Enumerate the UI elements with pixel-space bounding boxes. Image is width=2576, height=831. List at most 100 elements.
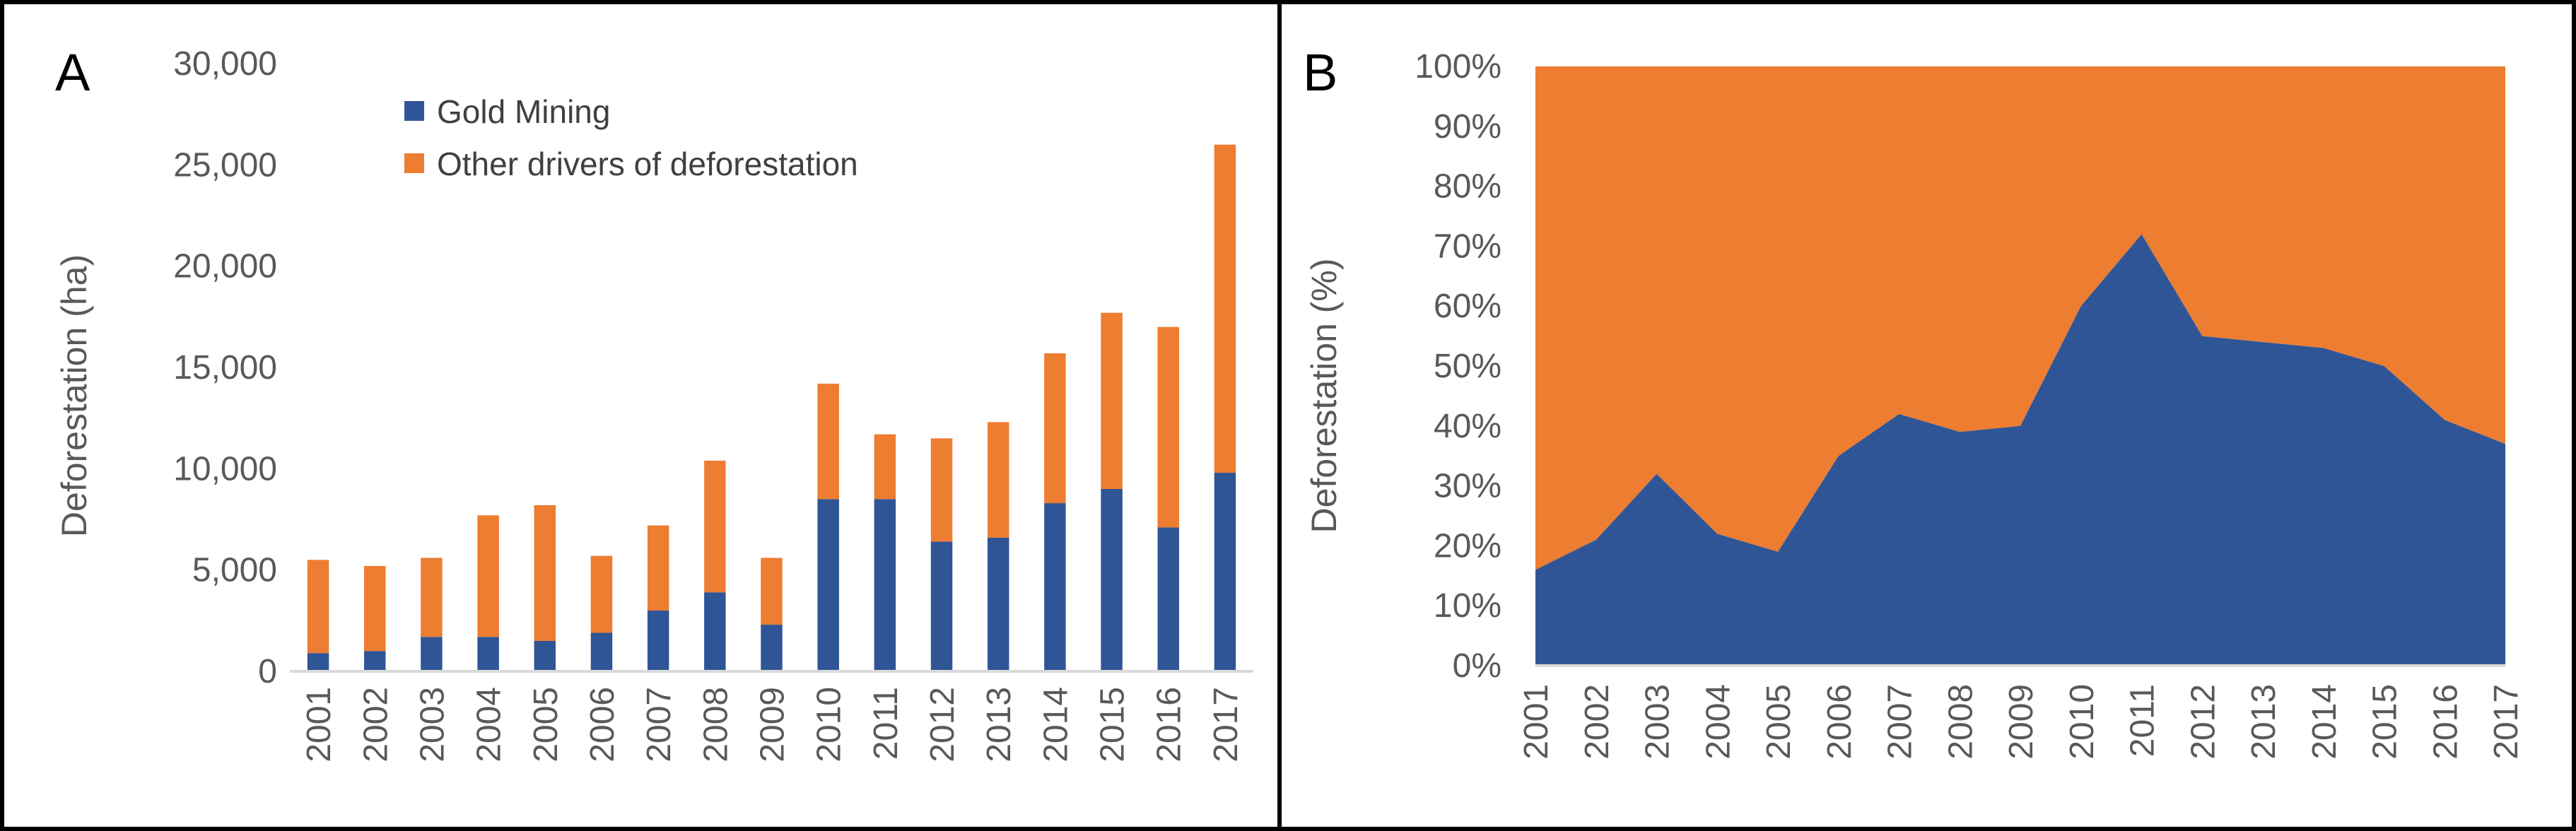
bar-other-drivers-2015 [1101,312,1123,489]
panel-a-x-tick-label: 2011 [867,687,905,760]
bar-other-drivers-2017 [1214,144,1236,473]
panel-a-y-axis-title: Deforestation (ha) [54,254,94,537]
legend-swatch-gold-mining [404,101,424,121]
bar-gold-mining-2005 [534,641,556,671]
bar-gold-mining-2003 [421,637,443,671]
panel-b-x-tick-label: 2008 [1942,684,1979,760]
panel-a-letter: A [55,43,90,102]
bar-gold-mining-2009 [761,625,783,671]
bar-gold-mining-2002 [364,651,386,671]
panel-a-y-tick-label: 25,000 [173,146,277,184]
bar-gold-mining-2010 [817,499,839,671]
legend-label-other-drivers: Other drivers of deforestation [437,146,858,182]
bar-gold-mining-2016 [1157,527,1179,671]
panel-a-x-tick-label: 2006 [584,687,621,762]
bar-other-drivers-2003 [421,558,443,637]
panel-b-y-tick-label: 70% [1434,228,1501,265]
bar-gold-mining-2014 [1044,503,1066,671]
panel-b-x-ticks: 2001 2002 2003 2004 2005 2006 2007 2008 2009 2010… [1518,684,2525,760]
panel-a: A Deforestation (ha) 0 5,000 10,000 15,000 2… [54,43,1253,762]
panel-a-bars [307,144,1236,671]
panel-b-x-tick-label: 2007 [1882,684,1919,760]
panel-b-y-tick-label: 90% [1434,108,1501,146]
panel-b-x-tick-label: 2013 [2245,684,2283,760]
panel-b-y-tick-label: 10% [1434,587,1501,625]
bar-other-drivers-2002 [364,565,386,652]
area-other-drivers [1535,66,2505,570]
panel-a-y-tick-label: 30,000 [173,45,277,83]
bar-gold-mining-2011 [874,499,896,671]
bar-gold-mining-2015 [1101,489,1123,671]
bar-gold-mining-2006 [590,632,613,671]
panel-a-x-tick-label: 2016 [1151,687,1188,762]
panel-a-y-tick-label: 15,000 [173,349,277,387]
panel-b-y-tick-label: 50% [1434,348,1501,385]
legend-label-gold-mining: Gold Mining [437,93,610,130]
bar-other-drivers-2008 [704,460,726,593]
panel-b-x-tick-label: 2006 [1821,684,1858,760]
bar-other-drivers-2010 [817,383,839,500]
panel-b-y-axis-title: Deforestation (%) [1304,258,1344,533]
panel-a-y-tick-label: 20,000 [173,248,277,285]
panel-b-x-tick-label: 2014 [2306,684,2343,760]
bar-other-drivers-2004 [477,515,499,637]
panel-b-x-tick-label: 2011 [2124,684,2162,757]
bar-other-drivers-2012 [930,438,953,542]
panel-b-x-tick-label: 2017 [2488,684,2525,760]
bar-other-drivers-2014 [1044,353,1066,504]
bar-gold-mining-2004 [477,637,499,671]
bar-other-drivers-2011 [874,434,896,500]
bar-gold-mining-2017 [1214,473,1236,671]
panel-a-x-tick-label: 2013 [980,687,1018,762]
panel-b-y-tick-label: 20% [1434,527,1501,565]
panel-b-areas [1535,66,2505,666]
panel-a-x-tick-label: 2002 [357,687,394,762]
panel-b-letter: B [1303,43,1337,102]
bar-gold-mining-2008 [704,592,726,671]
panel-b: B Deforestation (%) 0% 10% 20% 30% 40% 50% 60%… [1303,43,2525,760]
panel-b-x-tick-label: 2004 [1699,684,1737,760]
legend-swatch-other-drivers [404,153,424,173]
panel-b-y-tick-label: 0% [1453,647,1501,685]
panel-a-y-ticks: 0 5,000 10,000 15,000 20,000 25,000 30,000 [173,45,277,690]
panel-b-x-tick-label: 2001 [1518,684,1555,760]
panel-b-x-tick-label: 2010 [2063,684,2101,760]
panel-b-x-tick-label: 2009 [2003,684,2040,760]
panel-b-y-ticks: 0% 10% 20% 30% 40% 50% 60% 70% 80% 90% 100% [1415,48,1501,685]
panel-a-x-tick-label: 2008 [697,687,734,762]
panel-b-y-tick-label: 100% [1415,48,1501,86]
panel-a-x-tick-label: 2014 [1037,687,1075,762]
panel-b-x-tick-label: 2005 [1760,684,1798,760]
panel-a-x-tick-label: 2012 [924,687,961,762]
panel-b-y-tick-label: 30% [1434,468,1501,505]
panel-a-y-tick-label: 10,000 [173,450,277,488]
panel-b-x-tick-label: 2002 [1579,684,1616,760]
area-gold-mining [1535,234,2505,666]
bar-other-drivers-2007 [647,525,669,611]
panel-a-x-tick-label: 2007 [640,687,678,762]
bar-other-drivers-2001 [307,560,329,654]
bar-gold-mining-2012 [930,541,953,671]
panel-a-x-ticks: 2001 2002 2003 2004 2005 2006 2007 2008 2009 2010… [300,687,1245,762]
bar-other-drivers-2005 [534,505,556,641]
panel-a-x-tick-label: 2001 [300,687,338,762]
panel-a-y-tick-label: 5,000 [192,552,277,589]
bar-gold-mining-2007 [647,611,669,671]
panel-a-legend: Gold Mining Other drivers of deforestati… [404,93,858,182]
panel-b-y-tick-label: 80% [1434,168,1501,206]
bar-gold-mining-2001 [307,653,329,671]
panel-b-x-tick-label: 2016 [2427,684,2464,760]
bar-other-drivers-2016 [1157,326,1179,528]
bar-other-drivers-2009 [761,558,783,625]
panel-a-x-tick-label: 2003 [414,687,451,762]
bar-other-drivers-2013 [987,422,1009,538]
bar-gold-mining-2013 [987,537,1009,671]
panel-a-x-tick-label: 2009 [754,687,792,762]
panel-a-x-tick-label: 2015 [1094,687,1132,762]
panel-a-x-tick-label: 2004 [471,687,508,762]
panel-b-x-tick-label: 2015 [2367,684,2404,760]
panel-b-x-tick-label: 2012 [2184,684,2222,760]
panel-a-x-tick-label: 2010 [811,687,848,762]
